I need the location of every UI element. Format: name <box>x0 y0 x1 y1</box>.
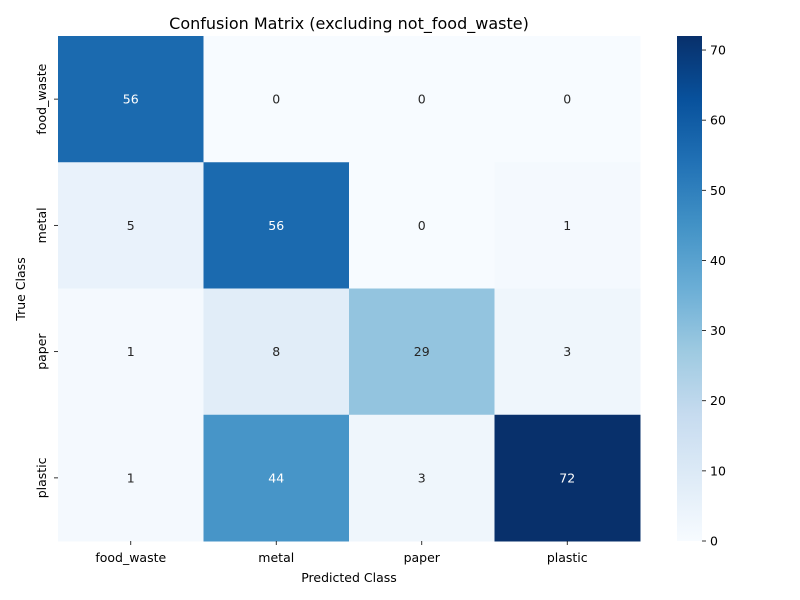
cell-annotations: 56 0 0 0 5 56 0 1 1 8 29 3 1 44 3 72 <box>123 92 575 486</box>
cell-value: 8 <box>272 344 280 359</box>
colorbar-tick-label: 30 <box>710 323 726 338</box>
cell-value: 1 <box>127 470 135 485</box>
cell-value: 1 <box>563 218 571 233</box>
x-tick-label: metal <box>258 550 294 565</box>
colorbar-tick-label: 20 <box>710 393 726 408</box>
y-tick-label: paper <box>34 333 49 370</box>
chart-title: Confusion Matrix (excluding not_food_was… <box>169 14 529 34</box>
heatmap-cell <box>349 414 495 542</box>
cell-value: 0 <box>563 92 571 107</box>
heatmap-cell <box>203 36 350 163</box>
heatmap-cell <box>494 288 641 416</box>
heatmap-cell <box>349 162 495 289</box>
colorbar: 0 10 20 30 40 50 60 70 <box>677 36 726 549</box>
colorbar-tick-label: 60 <box>710 113 726 128</box>
y-tick-label: food_waste <box>34 63 49 134</box>
heatmap-cell <box>349 288 495 416</box>
colorbar-tick-label: 0 <box>710 534 718 549</box>
cell-value: 0 <box>272 92 280 107</box>
heatmap-cell <box>494 162 641 289</box>
heatmap-cell <box>58 36 204 163</box>
heatmap-cell <box>349 36 495 163</box>
colorbar-gradient <box>677 36 702 541</box>
colorbar-tick-label: 70 <box>710 43 726 58</box>
heatmap-cell <box>58 414 204 542</box>
cell-value: 44 <box>268 470 284 485</box>
x-tick-label: plastic <box>547 550 588 565</box>
heatmap-cell <box>203 162 350 289</box>
cell-value: 1 <box>127 344 135 359</box>
cell-value: 56 <box>123 92 139 107</box>
cell-value: 3 <box>563 344 571 359</box>
cell-value: 3 <box>418 470 426 485</box>
colorbar-tick-label: 10 <box>710 463 726 478</box>
cell-value: 72 <box>559 470 575 485</box>
x-tick-label: food_waste <box>95 550 166 565</box>
cell-value: 0 <box>418 218 426 233</box>
y-tick-label: plastic <box>34 457 49 498</box>
heatmap-cell <box>203 288 350 416</box>
heatmap-cell <box>494 414 641 542</box>
colorbar-tick-label: 40 <box>710 253 726 268</box>
heatmap-cell <box>203 414 350 542</box>
cell-value: 29 <box>414 344 430 359</box>
x-tick-label: paper <box>404 550 441 565</box>
cell-value: 56 <box>268 218 284 233</box>
y-tick-label: metal <box>34 207 49 243</box>
colorbar-tick-label: 50 <box>710 183 726 198</box>
x-axis-ticks: food_waste metal paper plastic <box>95 541 588 565</box>
cell-value: 0 <box>418 92 426 107</box>
heatmap-cell <box>494 36 641 163</box>
heatmap-cell <box>58 288 204 416</box>
heatmap-cells <box>58 36 641 542</box>
heatmap-cell <box>58 162 204 289</box>
y-axis-label: True Class <box>13 257 28 321</box>
x-axis-label: Predicted Class <box>301 570 397 585</box>
cell-value: 5 <box>127 218 135 233</box>
